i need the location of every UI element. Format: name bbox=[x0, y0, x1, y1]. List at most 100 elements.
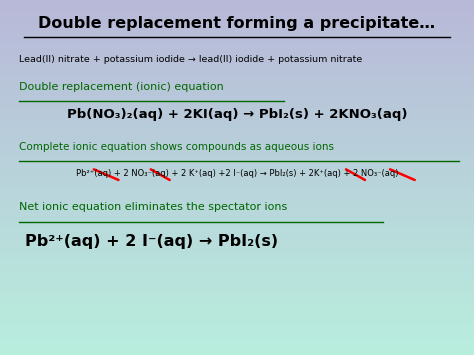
Bar bbox=[0, 330, 474, 331]
Bar bbox=[0, 50, 474, 51]
Bar bbox=[0, 116, 474, 117]
Bar bbox=[0, 121, 474, 122]
Bar bbox=[0, 60, 474, 61]
Bar bbox=[0, 235, 474, 237]
Bar bbox=[0, 308, 474, 309]
Bar bbox=[0, 318, 474, 320]
Bar bbox=[0, 163, 474, 164]
Bar bbox=[0, 99, 474, 100]
Bar bbox=[0, 192, 474, 193]
Bar bbox=[0, 226, 474, 227]
Bar bbox=[0, 185, 474, 186]
Bar bbox=[0, 125, 474, 127]
Bar bbox=[0, 128, 474, 129]
Bar bbox=[0, 19, 474, 20]
Bar bbox=[0, 97, 474, 98]
Bar bbox=[0, 328, 474, 329]
Bar bbox=[0, 264, 474, 265]
Bar bbox=[0, 234, 474, 235]
Bar bbox=[0, 64, 474, 65]
Bar bbox=[0, 40, 474, 42]
Bar bbox=[0, 33, 474, 34]
Bar bbox=[0, 127, 474, 128]
Bar bbox=[0, 136, 474, 137]
Bar bbox=[0, 322, 474, 323]
Bar bbox=[0, 124, 474, 125]
Bar bbox=[0, 182, 474, 184]
Bar bbox=[0, 187, 474, 188]
Bar bbox=[0, 141, 474, 142]
Bar bbox=[0, 67, 474, 69]
Bar bbox=[0, 86, 474, 88]
Bar bbox=[0, 280, 474, 282]
Text: Pb²⁺(aq) + 2 NO₃⁻(aq) + 2 K⁺(aq) +2 I⁻(aq) → PbI₂(s) + 2K⁺(aq) + 2 NO₃⁻(aq): Pb²⁺(aq) + 2 NO₃⁻(aq) + 2 K⁺(aq) +2 I⁻(a… bbox=[76, 169, 398, 178]
Bar bbox=[0, 103, 474, 104]
Bar bbox=[0, 237, 474, 238]
Bar bbox=[0, 174, 474, 175]
Bar bbox=[0, 81, 474, 82]
Bar bbox=[0, 181, 474, 182]
Bar bbox=[0, 82, 474, 83]
Bar bbox=[0, 4, 474, 5]
Bar bbox=[0, 96, 474, 97]
Bar bbox=[0, 212, 474, 213]
Bar bbox=[0, 227, 474, 228]
Bar bbox=[0, 270, 474, 271]
Bar bbox=[0, 53, 474, 54]
Bar bbox=[0, 260, 474, 262]
Bar bbox=[0, 219, 474, 220]
Bar bbox=[0, 11, 474, 12]
Bar bbox=[0, 71, 474, 72]
Bar bbox=[0, 214, 474, 215]
Bar bbox=[0, 100, 474, 102]
Bar bbox=[0, 148, 474, 149]
Bar bbox=[0, 169, 474, 170]
Bar bbox=[0, 350, 474, 351]
Bar bbox=[0, 43, 474, 44]
Bar bbox=[0, 188, 474, 189]
Bar bbox=[0, 153, 474, 154]
Bar bbox=[0, 65, 474, 66]
Bar bbox=[0, 240, 474, 241]
Bar bbox=[0, 90, 474, 91]
Bar bbox=[0, 274, 474, 276]
Bar bbox=[0, 331, 474, 333]
Bar bbox=[0, 34, 474, 36]
Bar bbox=[0, 244, 474, 245]
Bar bbox=[0, 209, 474, 211]
Bar bbox=[0, 130, 474, 131]
Bar bbox=[0, 208, 474, 209]
Bar bbox=[0, 351, 474, 353]
Bar bbox=[0, 345, 474, 347]
Bar bbox=[0, 253, 474, 255]
Bar bbox=[0, 15, 474, 17]
Bar bbox=[0, 92, 474, 93]
Bar bbox=[0, 241, 474, 242]
Bar bbox=[0, 283, 474, 284]
Bar bbox=[0, 91, 474, 92]
Bar bbox=[0, 184, 474, 185]
Bar bbox=[0, 162, 474, 163]
Bar bbox=[0, 10, 474, 11]
Bar bbox=[0, 218, 474, 219]
Bar bbox=[0, 186, 474, 187]
Bar bbox=[0, 49, 474, 50]
Bar bbox=[0, 232, 474, 233]
Bar bbox=[0, 342, 474, 343]
Bar bbox=[0, 6, 474, 7]
Bar bbox=[0, 203, 474, 205]
Bar bbox=[0, 194, 474, 195]
Bar bbox=[0, 83, 474, 84]
Bar bbox=[0, 137, 474, 138]
Bar bbox=[0, 22, 474, 24]
Bar bbox=[0, 70, 474, 71]
Bar bbox=[0, 109, 474, 110]
Bar bbox=[0, 39, 474, 40]
Bar bbox=[0, 88, 474, 89]
Bar bbox=[0, 8, 474, 10]
Bar bbox=[0, 123, 474, 124]
Bar bbox=[0, 225, 474, 226]
Bar bbox=[0, 316, 474, 317]
Bar bbox=[0, 290, 474, 291]
Bar bbox=[0, 193, 474, 194]
